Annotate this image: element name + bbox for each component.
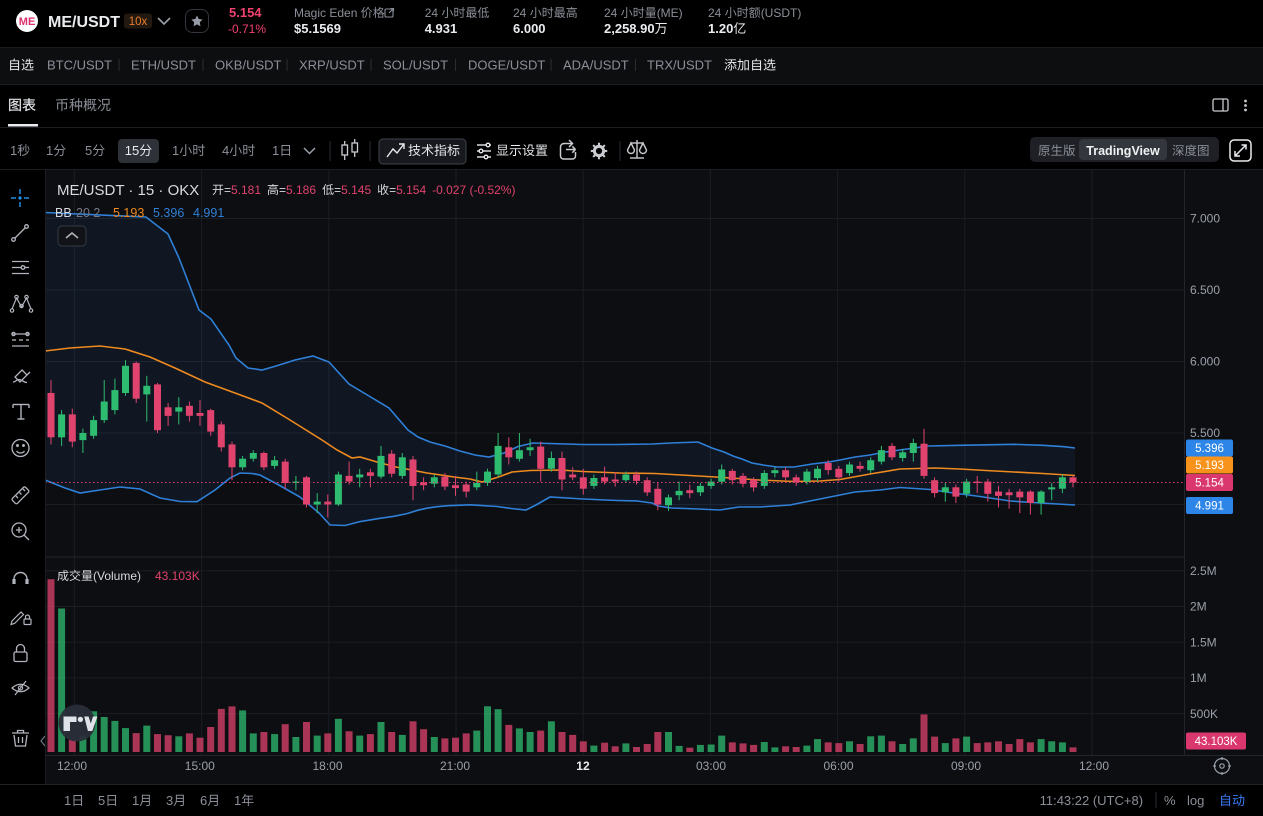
svg-text:(USDT): (USDT) bbox=[761, 6, 802, 20]
svg-text:1.20: 1.20 bbox=[708, 21, 733, 36]
svg-text:5.193: 5.193 bbox=[113, 206, 144, 220]
svg-text:1: 1 bbox=[46, 143, 53, 158]
svg-text:5.193: 5.193 bbox=[1195, 460, 1224, 472]
svg-text:5.500: 5.500 bbox=[1190, 426, 1220, 440]
svg-text:15:00: 15:00 bbox=[185, 759, 215, 773]
svg-text:43.103K: 43.103K bbox=[155, 569, 200, 583]
svg-text:ME: ME bbox=[19, 16, 36, 28]
svg-text:6.000: 6.000 bbox=[513, 21, 546, 36]
svg-text:3: 3 bbox=[166, 793, 173, 808]
svg-text:=: = bbox=[389, 183, 396, 197]
svg-text:12:00: 12:00 bbox=[1079, 759, 1109, 773]
svg-text:2.5M: 2.5M bbox=[1190, 564, 1217, 578]
svg-text:(Volume): (Volume) bbox=[93, 569, 141, 583]
svg-text:ETH/USDT: ETH/USDT bbox=[131, 58, 196, 73]
svg-text:ME/USDT: ME/USDT bbox=[48, 14, 120, 31]
svg-text:SOL/USDT: SOL/USDT bbox=[383, 58, 448, 73]
svg-text:20 2: 20 2 bbox=[76, 206, 100, 220]
svg-text:7.000: 7.000 bbox=[1190, 212, 1220, 226]
svg-text:1: 1 bbox=[10, 143, 17, 158]
svg-text:12: 12 bbox=[576, 759, 590, 773]
svg-text:-0.027 (-0.52%): -0.027 (-0.52%) bbox=[432, 183, 515, 197]
svg-text:%: % bbox=[1164, 793, 1176, 808]
svg-text:4.931: 4.931 bbox=[425, 21, 458, 36]
svg-text:XRP/USDT: XRP/USDT bbox=[299, 58, 365, 73]
svg-text:24: 24 bbox=[513, 6, 527, 20]
svg-text:5.154: 5.154 bbox=[229, 5, 262, 20]
svg-text:12:00: 12:00 bbox=[57, 759, 87, 773]
svg-text:5.396: 5.396 bbox=[1195, 443, 1224, 455]
svg-text:11:43:22 (UTC+8): 11:43:22 (UTC+8) bbox=[1040, 793, 1143, 808]
svg-text:5: 5 bbox=[98, 793, 105, 808]
svg-text:24: 24 bbox=[604, 6, 618, 20]
svg-text:500K: 500K bbox=[1190, 707, 1218, 721]
svg-text:6.000: 6.000 bbox=[1190, 355, 1220, 369]
svg-text:OKB/USDT: OKB/USDT bbox=[215, 58, 282, 73]
svg-text:TradingView: TradingView bbox=[1086, 144, 1160, 158]
svg-text:=: = bbox=[334, 183, 341, 197]
svg-text:1: 1 bbox=[64, 793, 71, 808]
svg-text:24: 24 bbox=[708, 6, 722, 20]
svg-text:18:00: 18:00 bbox=[313, 759, 343, 773]
svg-text:4: 4 bbox=[222, 143, 229, 158]
svg-text:=: = bbox=[279, 183, 286, 197]
svg-text:$5.1569: $5.1569 bbox=[294, 21, 341, 36]
svg-text:15: 15 bbox=[125, 143, 139, 158]
svg-text:DOGE/USDT: DOGE/USDT bbox=[468, 58, 545, 73]
svg-text:6: 6 bbox=[200, 793, 207, 808]
svg-text:(ME): (ME) bbox=[657, 6, 683, 20]
svg-text:5: 5 bbox=[85, 143, 92, 158]
svg-text:24: 24 bbox=[425, 6, 439, 20]
svg-text:1.5M: 1.5M bbox=[1190, 635, 1217, 649]
svg-text:5.181: 5.181 bbox=[231, 183, 261, 197]
svg-text:=: = bbox=[224, 183, 231, 197]
svg-text:43.103K: 43.103K bbox=[1195, 736, 1238, 748]
svg-text:10x: 10x bbox=[129, 16, 148, 28]
svg-text:5.154: 5.154 bbox=[396, 183, 426, 197]
svg-text:09:00: 09:00 bbox=[951, 759, 981, 773]
svg-text:ADA/USDT: ADA/USDT bbox=[563, 58, 629, 73]
svg-text:2M: 2M bbox=[1190, 600, 1207, 614]
svg-text:ME/USDT · 15 · OKX: ME/USDT · 15 · OKX bbox=[57, 182, 199, 199]
svg-text:2,258.90: 2,258.90 bbox=[604, 21, 655, 36]
svg-text:TRX/USDT: TRX/USDT bbox=[647, 58, 712, 73]
svg-text:BTC/USDT: BTC/USDT bbox=[47, 58, 112, 73]
svg-text:5.186: 5.186 bbox=[286, 183, 316, 197]
svg-text:-0.71%: -0.71% bbox=[228, 22, 266, 36]
svg-text:4.991: 4.991 bbox=[193, 206, 224, 220]
svg-text:21:00: 21:00 bbox=[440, 759, 470, 773]
svg-text:log: log bbox=[1187, 793, 1204, 808]
svg-text:5.145: 5.145 bbox=[341, 183, 371, 197]
svg-text:1: 1 bbox=[132, 793, 139, 808]
svg-text:5.396: 5.396 bbox=[153, 206, 184, 220]
svg-text:06:00: 06:00 bbox=[824, 759, 854, 773]
svg-text:03:00: 03:00 bbox=[696, 759, 726, 773]
svg-text:1M: 1M bbox=[1190, 671, 1207, 685]
svg-text:4.991: 4.991 bbox=[1195, 501, 1224, 513]
svg-text:1: 1 bbox=[272, 143, 279, 158]
svg-text:1: 1 bbox=[172, 143, 179, 158]
svg-text:6.500: 6.500 bbox=[1190, 283, 1220, 297]
svg-text:1: 1 bbox=[234, 793, 241, 808]
svg-text:5.154: 5.154 bbox=[1195, 478, 1224, 490]
svg-text:Magic Eden: Magic Eden bbox=[294, 6, 357, 20]
svg-text:BB: BB bbox=[55, 206, 72, 220]
